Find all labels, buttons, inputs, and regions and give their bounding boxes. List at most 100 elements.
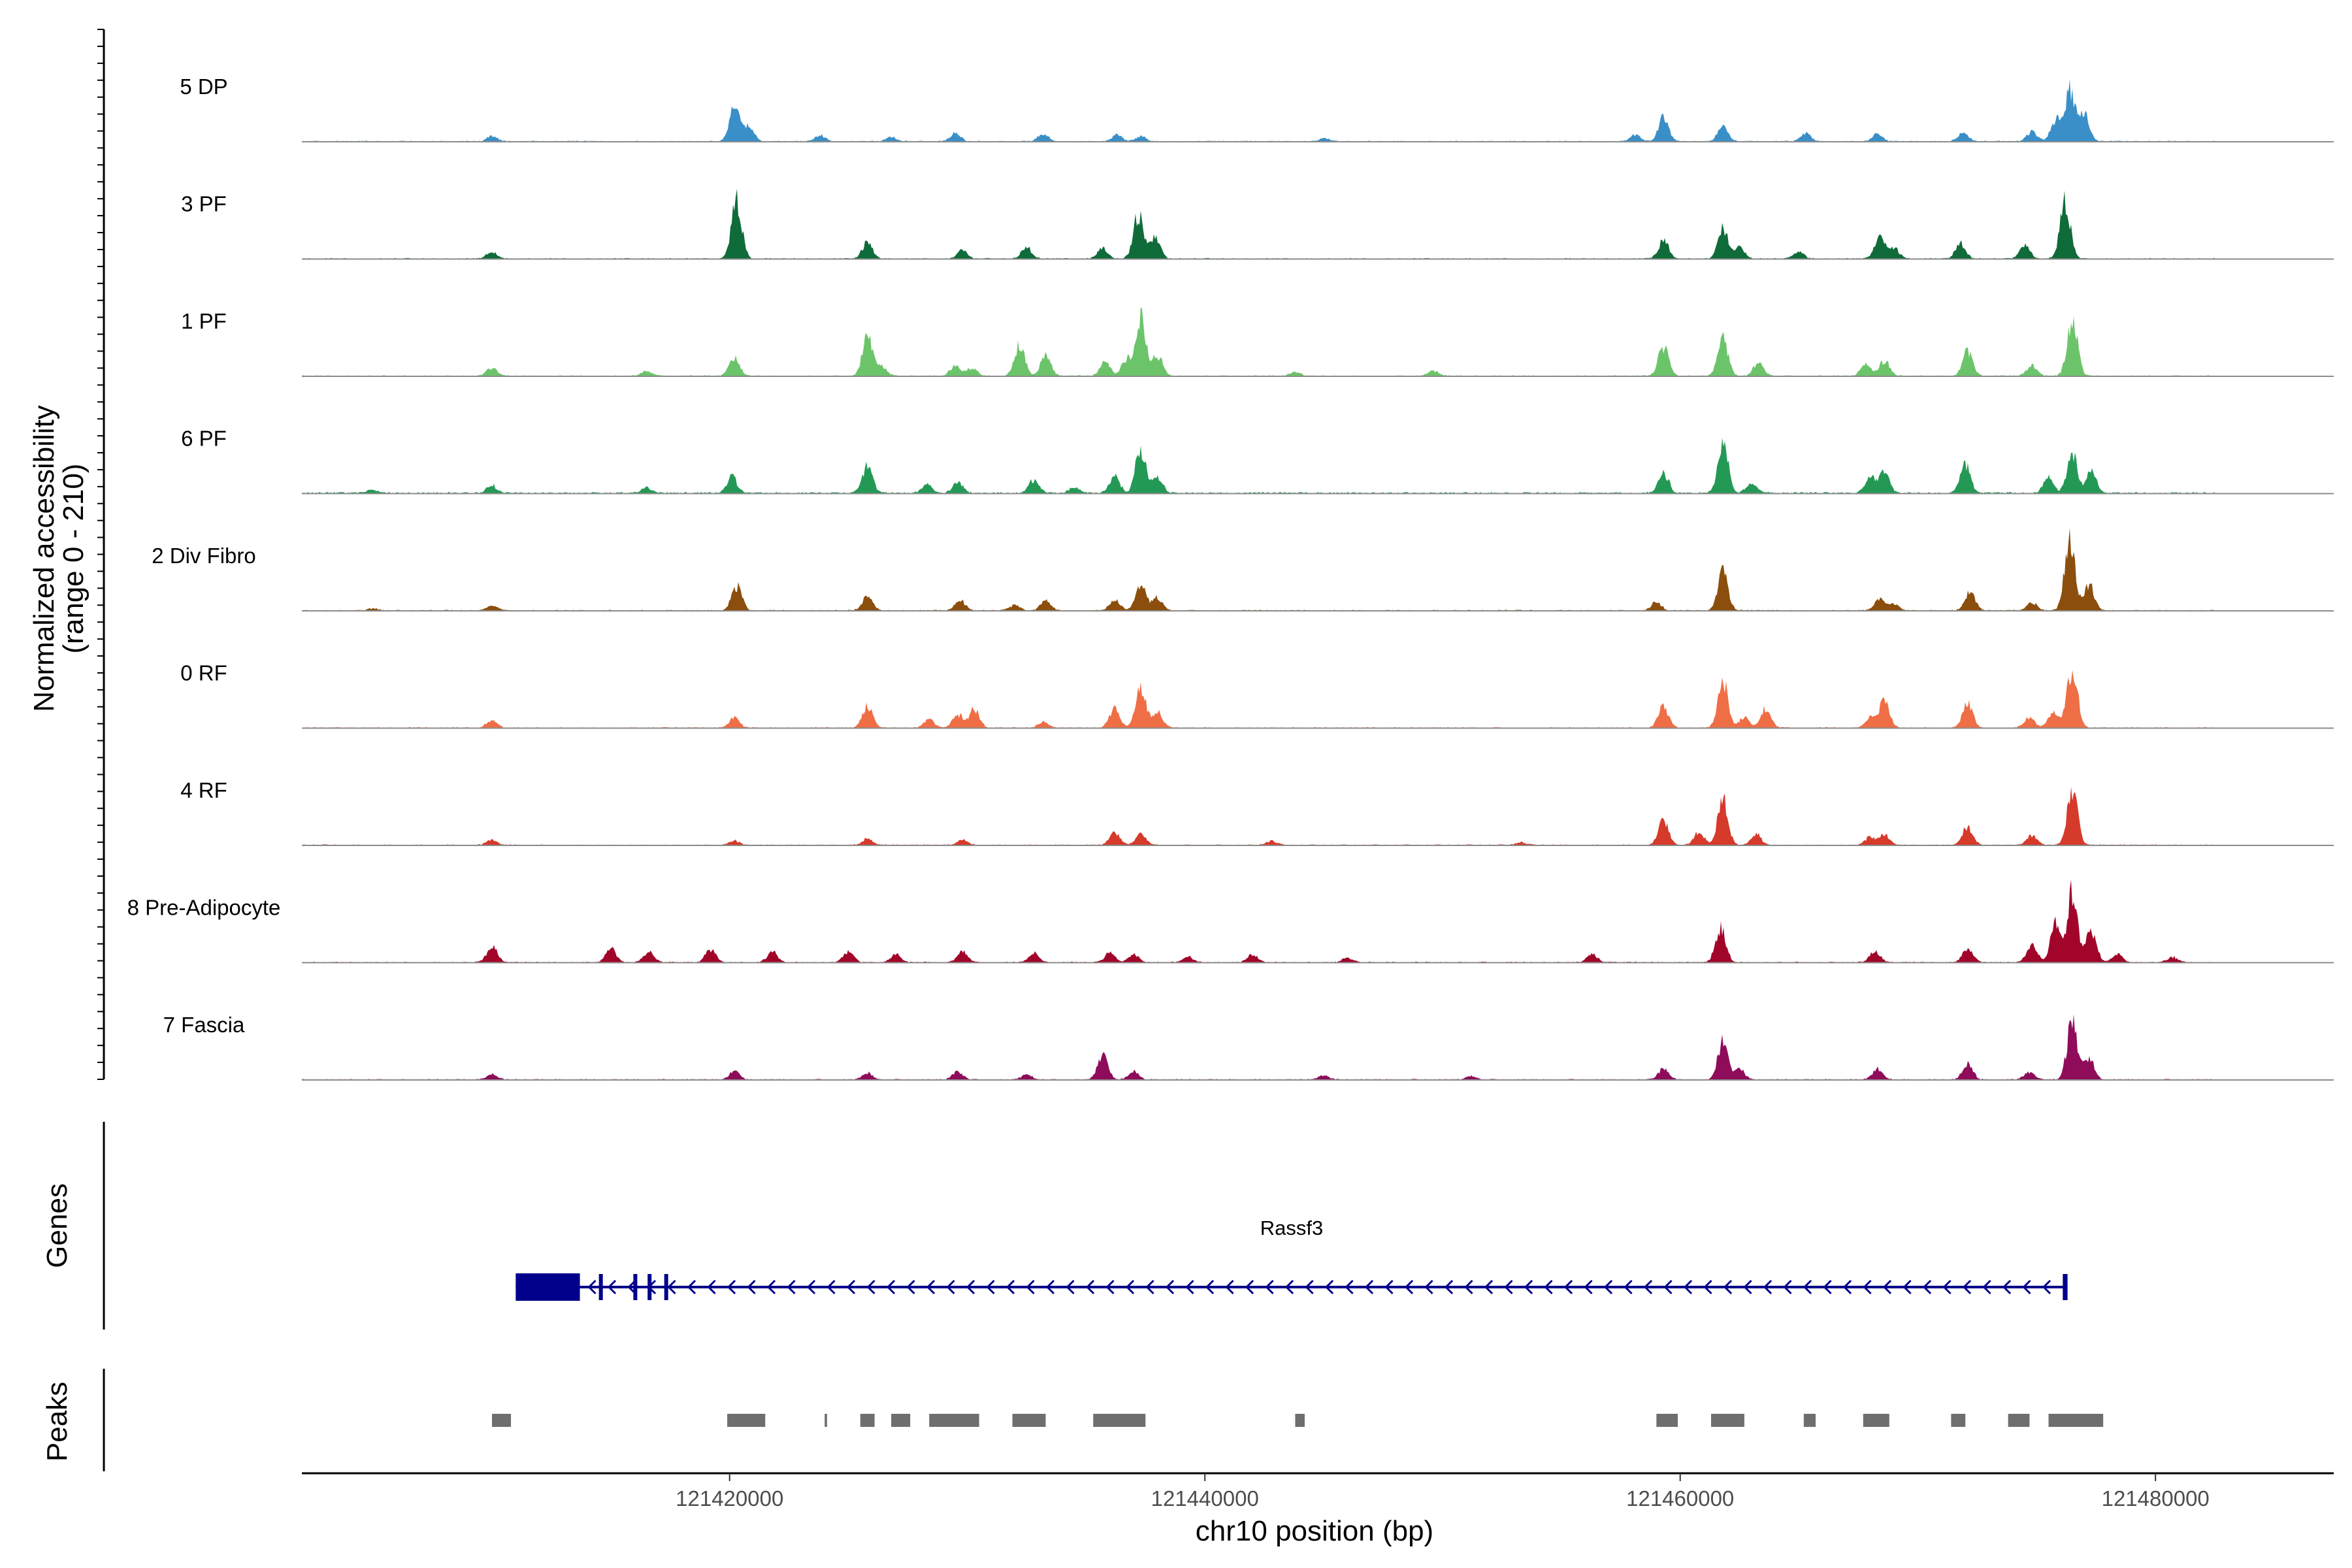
strand-arrow	[1364, 1279, 1374, 1295]
strand-arrow	[1982, 1279, 1991, 1295]
x-tick-label: 121420000	[676, 1486, 783, 1511]
coverage-tracks: 5 DP 3 PF 1 PF 6 PF 2 Div Fibro 0 RF 4 RF 8 Pre…	[127, 74, 2334, 1081]
peak-region-bar	[1951, 1414, 1966, 1427]
gene-exon	[647, 1274, 652, 1300]
strand-arrow	[1026, 1279, 1035, 1295]
gene-name-label: Rassf3	[1260, 1217, 1323, 1239]
coverage-y-axis	[97, 29, 105, 1080]
strand-arrow	[826, 1279, 836, 1295]
peak-region-bar	[2048, 1414, 2104, 1427]
strand-arrow	[607, 1279, 617, 1295]
coverage-area	[302, 188, 2215, 259]
track-label: 5 DP	[180, 74, 227, 99]
strand-arrow	[1045, 1279, 1055, 1295]
strand-arrow	[1444, 1279, 1454, 1295]
peak-region-bar	[727, 1414, 766, 1427]
strand-arrow	[2042, 1279, 2051, 1295]
strand-arrow	[906, 1279, 915, 1295]
strand-arrow	[1284, 1279, 1294, 1295]
strand-arrow	[1225, 1279, 1234, 1295]
track-label: 0 RF	[180, 661, 227, 685]
strand-arrow	[1165, 1279, 1175, 1295]
peak-region-bar	[2008, 1414, 2030, 1427]
strand-arrow	[1245, 1279, 1254, 1295]
peak-region-bar	[1863, 1414, 1889, 1427]
peaks-panel-label: Peaks	[41, 1382, 73, 1462]
strand-arrow	[1345, 1279, 1354, 1295]
strand-arrow	[2002, 1279, 2012, 1295]
gene: Rassf3	[515, 1217, 2068, 1301]
strand-arrow	[1185, 1279, 1194, 1295]
peak-regions	[491, 1414, 2104, 1427]
strand-arrow	[1205, 1279, 1215, 1295]
strand-arrow	[866, 1279, 875, 1295]
track-label: 3 PF	[181, 192, 227, 216]
coverage-track: 6 PF	[181, 427, 2334, 495]
strand-arrow	[1066, 1279, 1075, 1295]
strand-arrow	[1603, 1279, 1613, 1295]
strand-arrow	[1324, 1279, 1334, 1295]
strand-arrow	[1842, 1279, 1852, 1295]
strand-arrow	[1524, 1279, 1533, 1295]
strand-arrow	[1882, 1279, 1892, 1295]
strand-arrow	[1663, 1279, 1673, 1295]
strand-arrow	[1703, 1279, 1712, 1295]
coverage-track: 0 RF	[180, 661, 2334, 729]
strand-arrow	[1783, 1279, 1792, 1295]
coverage-track: 5 DP	[180, 74, 2334, 142]
coverage-track: 1 PF	[181, 307, 2334, 377]
strand-arrow	[1903, 1279, 1912, 1295]
strand-arrow	[587, 1279, 596, 1295]
strand-arrow	[667, 1279, 676, 1295]
peak-region-bar	[891, 1414, 911, 1427]
strand-arrow	[846, 1279, 856, 1295]
strand-arrow	[946, 1279, 955, 1295]
peak-region-bar	[1295, 1414, 1305, 1427]
strand-arrow	[1424, 1279, 1433, 1295]
peak-region-bar	[825, 1414, 827, 1427]
strand-arrow	[1504, 1279, 1513, 1295]
gene-annotations: Rassf3	[515, 1217, 2068, 1301]
strand-arrow	[1803, 1279, 1812, 1295]
peak-region-bar	[1656, 1414, 1678, 1427]
strand-arrow	[1763, 1279, 1772, 1295]
strand-arrow	[1563, 1279, 1573, 1295]
strand-arrow	[1942, 1279, 1952, 1295]
strand-arrow	[1544, 1279, 1553, 1295]
coverage-track: 3 PF	[181, 188, 2334, 260]
strand-arrow	[1105, 1279, 1115, 1295]
x-axis-title: chr10 position (bp)	[1196, 1515, 1433, 1547]
peak-region-bar	[1710, 1414, 1744, 1427]
gene-exon	[633, 1274, 638, 1300]
strand-arrow	[886, 1279, 896, 1295]
strand-arrow	[806, 1279, 816, 1295]
coverage-track: 4 RF	[180, 778, 2334, 846]
strand-arrow	[1384, 1279, 1394, 1295]
strand-arrow	[1922, 1279, 1932, 1295]
coverage-track: 7 Fascia	[163, 1013, 2334, 1081]
track-label: 7 Fascia	[163, 1013, 245, 1037]
coverage-track: 2 Div Fibro	[152, 528, 2334, 612]
peak-region-bar	[491, 1414, 512, 1427]
strand-arrow	[1484, 1279, 1494, 1295]
track-label: 2 Div Fibro	[152, 544, 256, 568]
strand-arrow	[766, 1279, 776, 1295]
strand-arrow	[1643, 1279, 1653, 1295]
strand-arrow	[1863, 1279, 1872, 1295]
x-tick-label: 121440000	[1151, 1486, 1259, 1511]
strand-arrow	[1305, 1279, 1314, 1295]
coverage-area	[302, 879, 2215, 963]
strand-arrow	[1145, 1279, 1154, 1295]
coverage-track: 8 Pre-Adipocyte	[127, 879, 2334, 964]
gene-exon	[598, 1274, 603, 1300]
coverage-area	[302, 670, 2215, 728]
track-label: 4 RF	[180, 778, 227, 802]
strand-arrow	[1005, 1279, 1015, 1295]
strand-arrow	[1683, 1279, 1693, 1295]
strand-arrow	[1125, 1279, 1135, 1295]
strand-arrow	[1464, 1279, 1473, 1295]
strand-arrow	[1404, 1279, 1414, 1295]
peak-region-bar	[929, 1414, 979, 1427]
